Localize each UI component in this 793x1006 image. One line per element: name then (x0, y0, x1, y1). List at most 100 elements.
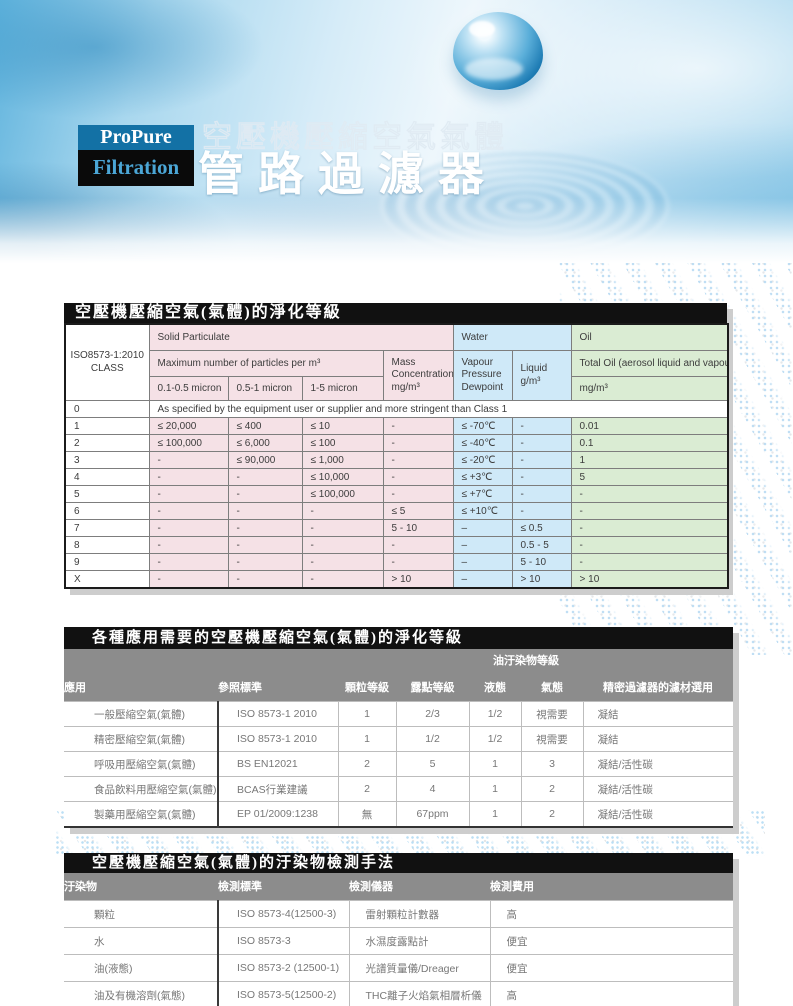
cell: 精密壓縮空氣(氣體) (64, 726, 218, 752)
cell: ≤ -40℃ (452, 434, 513, 452)
col-header-liquid: 液態 (469, 674, 521, 702)
cell: ≤ +3℃ (452, 468, 513, 486)
cell: - (511, 468, 572, 486)
max-particles-header: Maximum number of particles per m³ (148, 350, 384, 377)
cell: ≤ 20,000 (148, 417, 229, 435)
cell: - (148, 519, 229, 537)
cell: 便宜 (489, 927, 733, 955)
cell: - (382, 553, 454, 571)
cell: 5 - 10 (382, 519, 454, 537)
cell: – (452, 536, 513, 554)
cell: > 10 (511, 570, 572, 589)
cell: - (148, 468, 229, 486)
cell: 凝結/活性碳 (582, 776, 733, 802)
cell: - (148, 485, 229, 503)
cell: 1/2 (468, 701, 521, 727)
cell: 5 - 10 (511, 553, 572, 571)
cell: - (382, 485, 454, 503)
cell: 無 (337, 801, 396, 827)
mass-concentration-header: Mass Concentration mg/m³ (382, 350, 454, 401)
cell: 2 (337, 776, 396, 802)
applications-table: 應用 參照標準 顆粒等級 露點等級 油汙染物等級 精密過濾器的濾材選用 液態 氣… (64, 649, 733, 828)
cell: ISO 8573-3 (217, 927, 349, 955)
cell: 2 (337, 751, 396, 777)
cell: 油(液態) (64, 954, 218, 982)
cell: 雷射顆粒計數器 (348, 900, 490, 928)
cell: ≤ -70℃ (452, 417, 513, 435)
table-row: 8- - - - –0.5 - 5- (64, 536, 729, 554)
col-header-instrument: 檢測儀器 (349, 873, 490, 901)
cell: 1/2 (395, 726, 469, 752)
cell: 水濕度露點計 (348, 927, 490, 955)
cell: ≤ 10,000 (301, 468, 384, 486)
cell: - (148, 536, 229, 554)
cell: 2/3 (395, 701, 469, 727)
cell: ISO 8573-1 2010 (217, 726, 338, 752)
total-oil-header: Total Oil (aerosol liquid and vapour) (570, 350, 729, 377)
cell: 1/2 (468, 726, 521, 752)
cell: - (570, 519, 729, 537)
col-header-cost: 檢測費用 (490, 873, 733, 901)
table-row: 油及有機溶劑(氣態) ISO 8573-5(12500-2) THC離子火焰氣相層析… (64, 981, 733, 1006)
cell: 1 (337, 726, 396, 752)
detection-methods-section: 空壓機壓縮空氣(氣體)的汙染物檢測手法 汙染物 檢測標準 檢測儀器 檢測費用 顆… (64, 853, 733, 1006)
table-row: X - - - > 10– > 10 > 10 (64, 570, 729, 589)
cell: 2 (520, 776, 583, 802)
cell: - (511, 434, 572, 452)
water-droplet-image (453, 12, 543, 90)
purity-class-table: ISO8573-1:2010 CLASS Solid Particulate W… (64, 323, 730, 589)
table-row: 製藥用壓縮空氣(氣體) EP 01/2009:1238 無 67ppm 1 2 凝結/活性碳 (64, 801, 733, 827)
cell: 製藥用壓縮空氣(氣體) (64, 801, 218, 827)
cell: ≤ 400 (227, 417, 303, 435)
table-row: 0 As specified by the equipment user or … (64, 400, 729, 418)
cell: ≤ 0.5 (511, 519, 572, 537)
cell: ≤ 6,000 (227, 434, 303, 452)
col-header-particle-class: 顆粒等級 (338, 649, 396, 702)
cell: 1 (337, 701, 396, 727)
col-header-standard: 參照標準 (218, 649, 338, 702)
cell: - (511, 451, 572, 469)
cell: - (148, 502, 229, 520)
page-subtitle: 空壓機壓縮空氣氣體 (201, 120, 508, 154)
col-header-pollutant: 汙染物 (64, 873, 218, 901)
cell: 0.1 (570, 434, 729, 452)
col-header-dewpoint-class: 露點等級 (396, 649, 469, 702)
table-row: 油(液態) ISO 8573-2 (12500-1) 光譜質量儀/Dreager 便宜 (64, 954, 733, 982)
table-row: 食品飲料用壓縮空氣(氣體) BCAS行業建議 2 4 1 2 凝結/活性碳 (64, 776, 733, 802)
cell: ≤ -20℃ (452, 451, 513, 469)
table-row: 4- - ≤ 10,000- ≤ +3℃ -5 (64, 468, 729, 486)
cell: 食品飲料用壓縮空氣(氣體) (64, 776, 218, 802)
class-cell: X (64, 570, 150, 589)
cell: 5 (570, 468, 729, 486)
cell: 高 (489, 981, 733, 1006)
cell: - (382, 451, 454, 469)
table-row: 7---5 - 10– ≤ 0.5- (64, 519, 729, 537)
class-cell: 9 (64, 553, 150, 571)
cell: BS EN12021 (217, 751, 338, 777)
cell: – (452, 519, 513, 537)
logo-propure-text: ProPure (78, 125, 194, 150)
logo-filtration-text: Filtration (78, 150, 194, 186)
col-header-oil-group: 油汙染物等級 (469, 649, 583, 674)
group-header-water: Water (452, 323, 572, 351)
cell: ≤ 10 (301, 417, 384, 435)
class-cell: 1 (64, 417, 150, 435)
cell: - (382, 468, 454, 486)
cell: - (148, 553, 229, 571)
cell: 1 (468, 776, 521, 802)
class-cell: 3 (64, 451, 150, 469)
cell: 1 (468, 801, 521, 827)
cell: THC離子火焰氣相層析儀 (348, 981, 490, 1006)
cell: ≤ 100,000 (148, 434, 229, 452)
class-cell: 4 (64, 468, 150, 486)
cell: 1 (570, 451, 729, 469)
applications-section: 各種應用需要的空壓機壓縮空氣(氣體)的淨化等級 應用 參照標準 顆粒等級 露點等… (64, 627, 733, 828)
cell: 5 (395, 751, 469, 777)
cell: - (227, 468, 303, 486)
cell: 67ppm (395, 801, 469, 827)
cell: - (227, 570, 303, 589)
cell: ISO 8573-1 2010 (217, 701, 338, 727)
propure-logo: ProPure Filtration (78, 125, 194, 186)
cell: 呼吸用壓縮空氣(氣體) (64, 751, 218, 777)
micron-col-header: 0.5-1 micron (227, 376, 303, 401)
